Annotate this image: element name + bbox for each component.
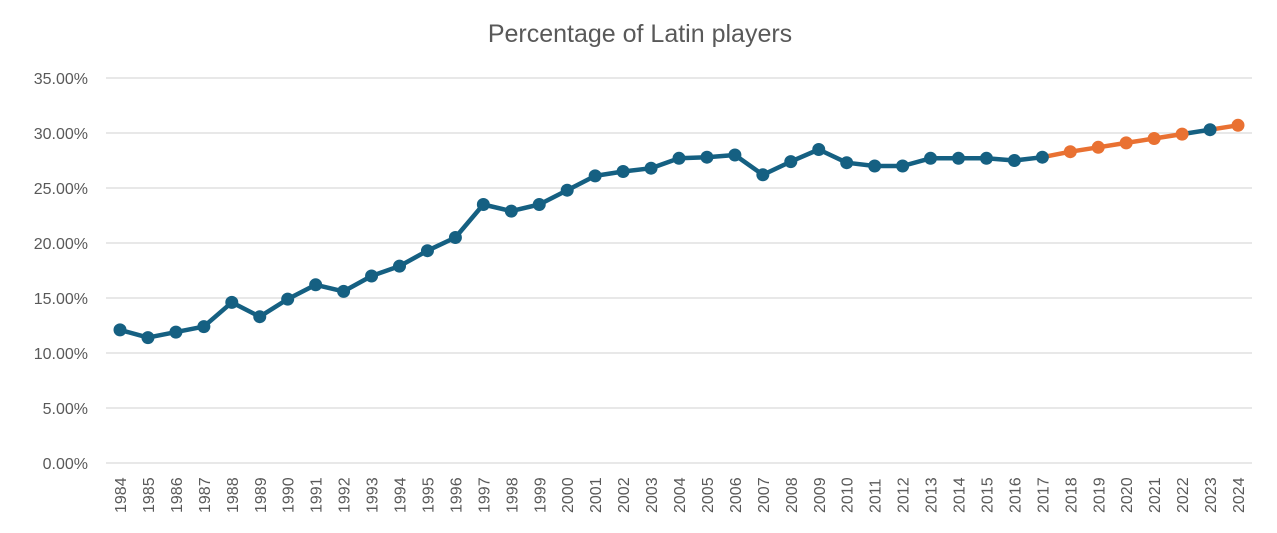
- x-tick-label: 2002: [616, 477, 633, 513]
- y-tick-label: 10.00%: [34, 346, 88, 363]
- y-tick-label: 15.00%: [34, 291, 88, 308]
- y-tick-label: 5.00%: [43, 401, 88, 418]
- y-tick-label: 25.00%: [34, 181, 88, 198]
- x-tick-label: 1989: [253, 477, 270, 513]
- y-tick-label: 0.00%: [43, 456, 88, 473]
- data-point: [1035, 150, 1049, 164]
- x-tick-label: 1988: [225, 477, 242, 513]
- series-segment: [453, 202, 486, 240]
- data-point: [113, 323, 127, 337]
- x-tick-label: 2016: [1007, 477, 1024, 513]
- data-point: [1063, 145, 1077, 159]
- x-tick-label: 2021: [1147, 477, 1164, 513]
- y-tick-label: 20.00%: [34, 236, 88, 253]
- data-point: [840, 156, 854, 170]
- data-point: [309, 278, 323, 292]
- data-point: [141, 331, 155, 345]
- x-tick-label: 2012: [896, 477, 913, 513]
- data-point: [728, 148, 742, 162]
- data-point: [812, 143, 826, 156]
- x-tick-label: 1991: [309, 477, 326, 513]
- data-point: [281, 292, 295, 306]
- data-point: [924, 151, 938, 165]
- y-tick-label: 35.00%: [34, 71, 88, 88]
- data-point: [1175, 127, 1189, 141]
- data-point: [393, 259, 406, 273]
- x-tick-label: 2023: [1203, 477, 1220, 513]
- data-point: [588, 169, 602, 183]
- data-point: [169, 325, 183, 339]
- x-tick-label: 1995: [420, 477, 437, 513]
- x-tick-label: 2018: [1063, 477, 1080, 513]
- data-point: [1007, 154, 1021, 167]
- x-tick-label: 2001: [588, 477, 605, 513]
- x-tick-label: 2010: [840, 477, 857, 513]
- data-point: [868, 159, 882, 173]
- x-tick-label: 1987: [197, 477, 214, 513]
- chart-title: Percentage of Latin players: [488, 20, 792, 48]
- x-tick-label: 2008: [784, 477, 801, 513]
- x-tick-label: 1994: [393, 477, 410, 513]
- data-point: [253, 310, 267, 324]
- x-tick-label: 2007: [756, 477, 773, 513]
- x-tick-label: 2020: [1119, 477, 1136, 513]
- data-point: [952, 151, 965, 165]
- x-tick-label: 2022: [1175, 477, 1192, 513]
- x-tick-label: 1998: [504, 477, 521, 513]
- x-tick-label: 1993: [365, 477, 382, 513]
- x-tick-label: 2009: [812, 477, 829, 513]
- x-tick-label: 1985: [141, 477, 158, 513]
- x-tick-label: 1999: [532, 477, 549, 513]
- x-tick-label: 2003: [644, 477, 661, 513]
- x-tick-label: 2019: [1091, 477, 1108, 513]
- data-point: [616, 165, 630, 178]
- x-tick-label: 2014: [952, 477, 969, 513]
- data-point: [979, 151, 993, 165]
- x-tick-label: 2004: [672, 477, 689, 513]
- data-point: [700, 150, 714, 164]
- x-tick-label: 1984: [113, 477, 130, 513]
- data-point: [365, 269, 379, 283]
- x-tick-label: 2015: [979, 477, 996, 513]
- data-point: [420, 244, 434, 258]
- x-tick-label: 2024: [1231, 477, 1248, 513]
- data-point: [1119, 136, 1133, 150]
- x-tick-label: 2017: [1035, 477, 1052, 513]
- data-point: [560, 183, 574, 197]
- x-tick-label: 1992: [337, 477, 354, 513]
- data-point: [784, 155, 798, 169]
- x-tick-label: 1997: [476, 477, 493, 513]
- data-point: [197, 320, 211, 334]
- data-point: [476, 198, 490, 211]
- data-point: [448, 231, 462, 244]
- data-point: [1147, 132, 1161, 145]
- data-point: [672, 151, 686, 165]
- x-tick-label: 1996: [448, 477, 465, 513]
- data-point: [644, 161, 658, 175]
- data-point: [532, 198, 546, 211]
- data-point: [504, 204, 518, 218]
- x-tick-label: 2005: [700, 477, 717, 513]
- data-point: [756, 168, 770, 182]
- x-tick-label: 1986: [169, 477, 186, 513]
- data-point: [337, 284, 351, 298]
- x-tick-label: 1990: [281, 477, 298, 513]
- data-point: [1091, 140, 1105, 154]
- data-point: [225, 295, 239, 309]
- data-point: [1203, 123, 1217, 137]
- data-point: [1231, 118, 1245, 132]
- y-tick-label: 30.00%: [34, 126, 88, 143]
- data-point: [896, 159, 910, 173]
- x-tick-label: 2011: [868, 478, 885, 513]
- x-tick-label: 2000: [560, 477, 577, 513]
- x-tick-label: 2013: [924, 477, 941, 513]
- x-tick-label: 2006: [728, 477, 745, 513]
